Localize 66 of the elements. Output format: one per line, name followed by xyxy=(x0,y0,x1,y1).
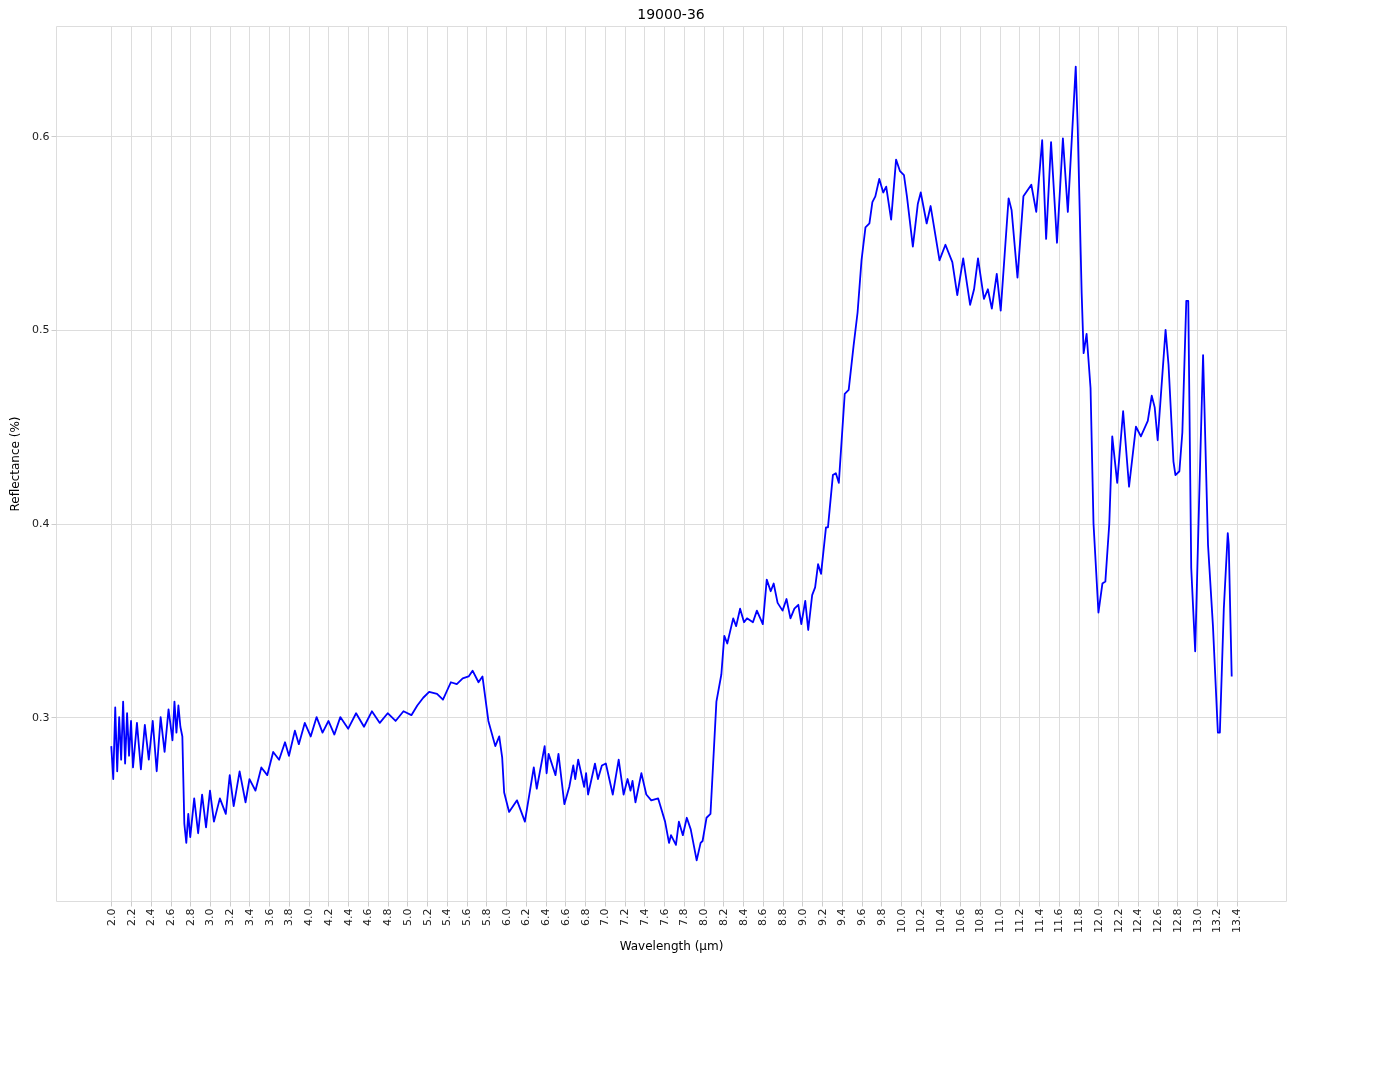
chart-title: 19000-36 xyxy=(637,6,705,22)
x-tick-label: 4.2 xyxy=(321,908,335,926)
x-tick-label: 3.0 xyxy=(203,908,217,926)
x-tick-label: 6.4 xyxy=(539,908,553,926)
x-tick-label: 6.8 xyxy=(578,908,592,926)
x-tick-label: 11.4 xyxy=(1032,908,1046,933)
x-tick-label: 2.2 xyxy=(124,908,138,926)
x-tick-label: 2.4 xyxy=(144,908,158,926)
x-tick-label: 3.6 xyxy=(262,908,276,926)
x-tick-label: 11.2 xyxy=(1012,908,1026,933)
x-tick-label: 9.4 xyxy=(835,908,849,926)
y-axis-title: Reflectance (%) xyxy=(8,416,23,512)
x-tick-label: 2.8 xyxy=(183,908,197,926)
x-tick-label: 13.0 xyxy=(1190,908,1204,933)
x-tick-label: 10.8 xyxy=(973,908,987,933)
x-tick-label: 8.8 xyxy=(776,908,790,926)
x-tick-label: 6.0 xyxy=(499,908,513,926)
x-tick-label: 8.2 xyxy=(716,908,730,926)
x-tick-label: 10.6 xyxy=(953,908,967,933)
x-tick-label: 11.8 xyxy=(1072,908,1086,933)
x-tick-label: 13.4 xyxy=(1230,908,1244,933)
x-tick-label: 9.6 xyxy=(855,908,869,926)
x-tick-label: 3.2 xyxy=(223,908,237,926)
x-axis-title: Wavelength (µm) xyxy=(619,938,724,953)
x-tick-label: 12.4 xyxy=(1131,908,1145,933)
y-tick-label: 0.3 xyxy=(32,710,50,724)
x-tick-label: 7.0 xyxy=(598,908,612,926)
x-tick-label: 5.2 xyxy=(420,908,434,926)
x-tick-label: 10.2 xyxy=(914,908,928,933)
x-tick-label: 12.8 xyxy=(1170,908,1184,933)
y-tick-label: 0.6 xyxy=(32,129,50,143)
x-tick-label: 9.0 xyxy=(795,908,809,926)
x-tick-label: 12.2 xyxy=(1111,908,1125,933)
x-tick-label: 9.2 xyxy=(815,908,829,926)
x-tick-label: 2.6 xyxy=(164,908,178,926)
x-tick-label: 9.8 xyxy=(874,908,888,926)
x-tick-label: 11.6 xyxy=(1052,908,1066,933)
x-tick-label: 7.8 xyxy=(677,908,691,926)
x-tick-label: 8.0 xyxy=(697,908,711,926)
y-tick-label: 0.4 xyxy=(32,517,50,531)
x-tick-label: 3.4 xyxy=(242,908,256,926)
x-tick-label: 13.2 xyxy=(1210,908,1224,933)
x-tick-label: 7.4 xyxy=(637,908,651,926)
x-tick-label: 8.6 xyxy=(756,908,770,926)
x-tick-label: 5.8 xyxy=(479,908,493,926)
x-tick-label: 11.0 xyxy=(993,908,1007,933)
x-tick-label: 3.8 xyxy=(282,908,296,926)
x-tick-label: 5.0 xyxy=(400,908,414,926)
x-tick-label: 10.4 xyxy=(933,908,947,933)
x-tick-label: 7.6 xyxy=(657,908,671,926)
x-tick-label: 7.2 xyxy=(618,908,632,926)
x-tick-label: 4.8 xyxy=(381,908,395,926)
x-tick-label: 2.0 xyxy=(104,908,118,926)
x-tick-label: 6.2 xyxy=(519,908,533,926)
x-tick-label: 5.4 xyxy=(440,908,454,926)
x-tick-label: 4.4 xyxy=(341,908,355,926)
x-tick-label: 8.4 xyxy=(736,908,750,926)
x-tick-label: 4.6 xyxy=(361,908,375,926)
x-tick-label: 4.0 xyxy=(302,908,316,926)
x-tick-label: 12.6 xyxy=(1151,908,1165,933)
x-tick-label: 6.6 xyxy=(558,908,572,926)
x-tick-label: 12.0 xyxy=(1091,908,1105,933)
x-tick-label: 5.6 xyxy=(460,908,474,926)
line-series xyxy=(110,65,1233,862)
y-tick-label: 0.5 xyxy=(32,323,50,337)
x-tick-label: 10.0 xyxy=(894,908,908,933)
